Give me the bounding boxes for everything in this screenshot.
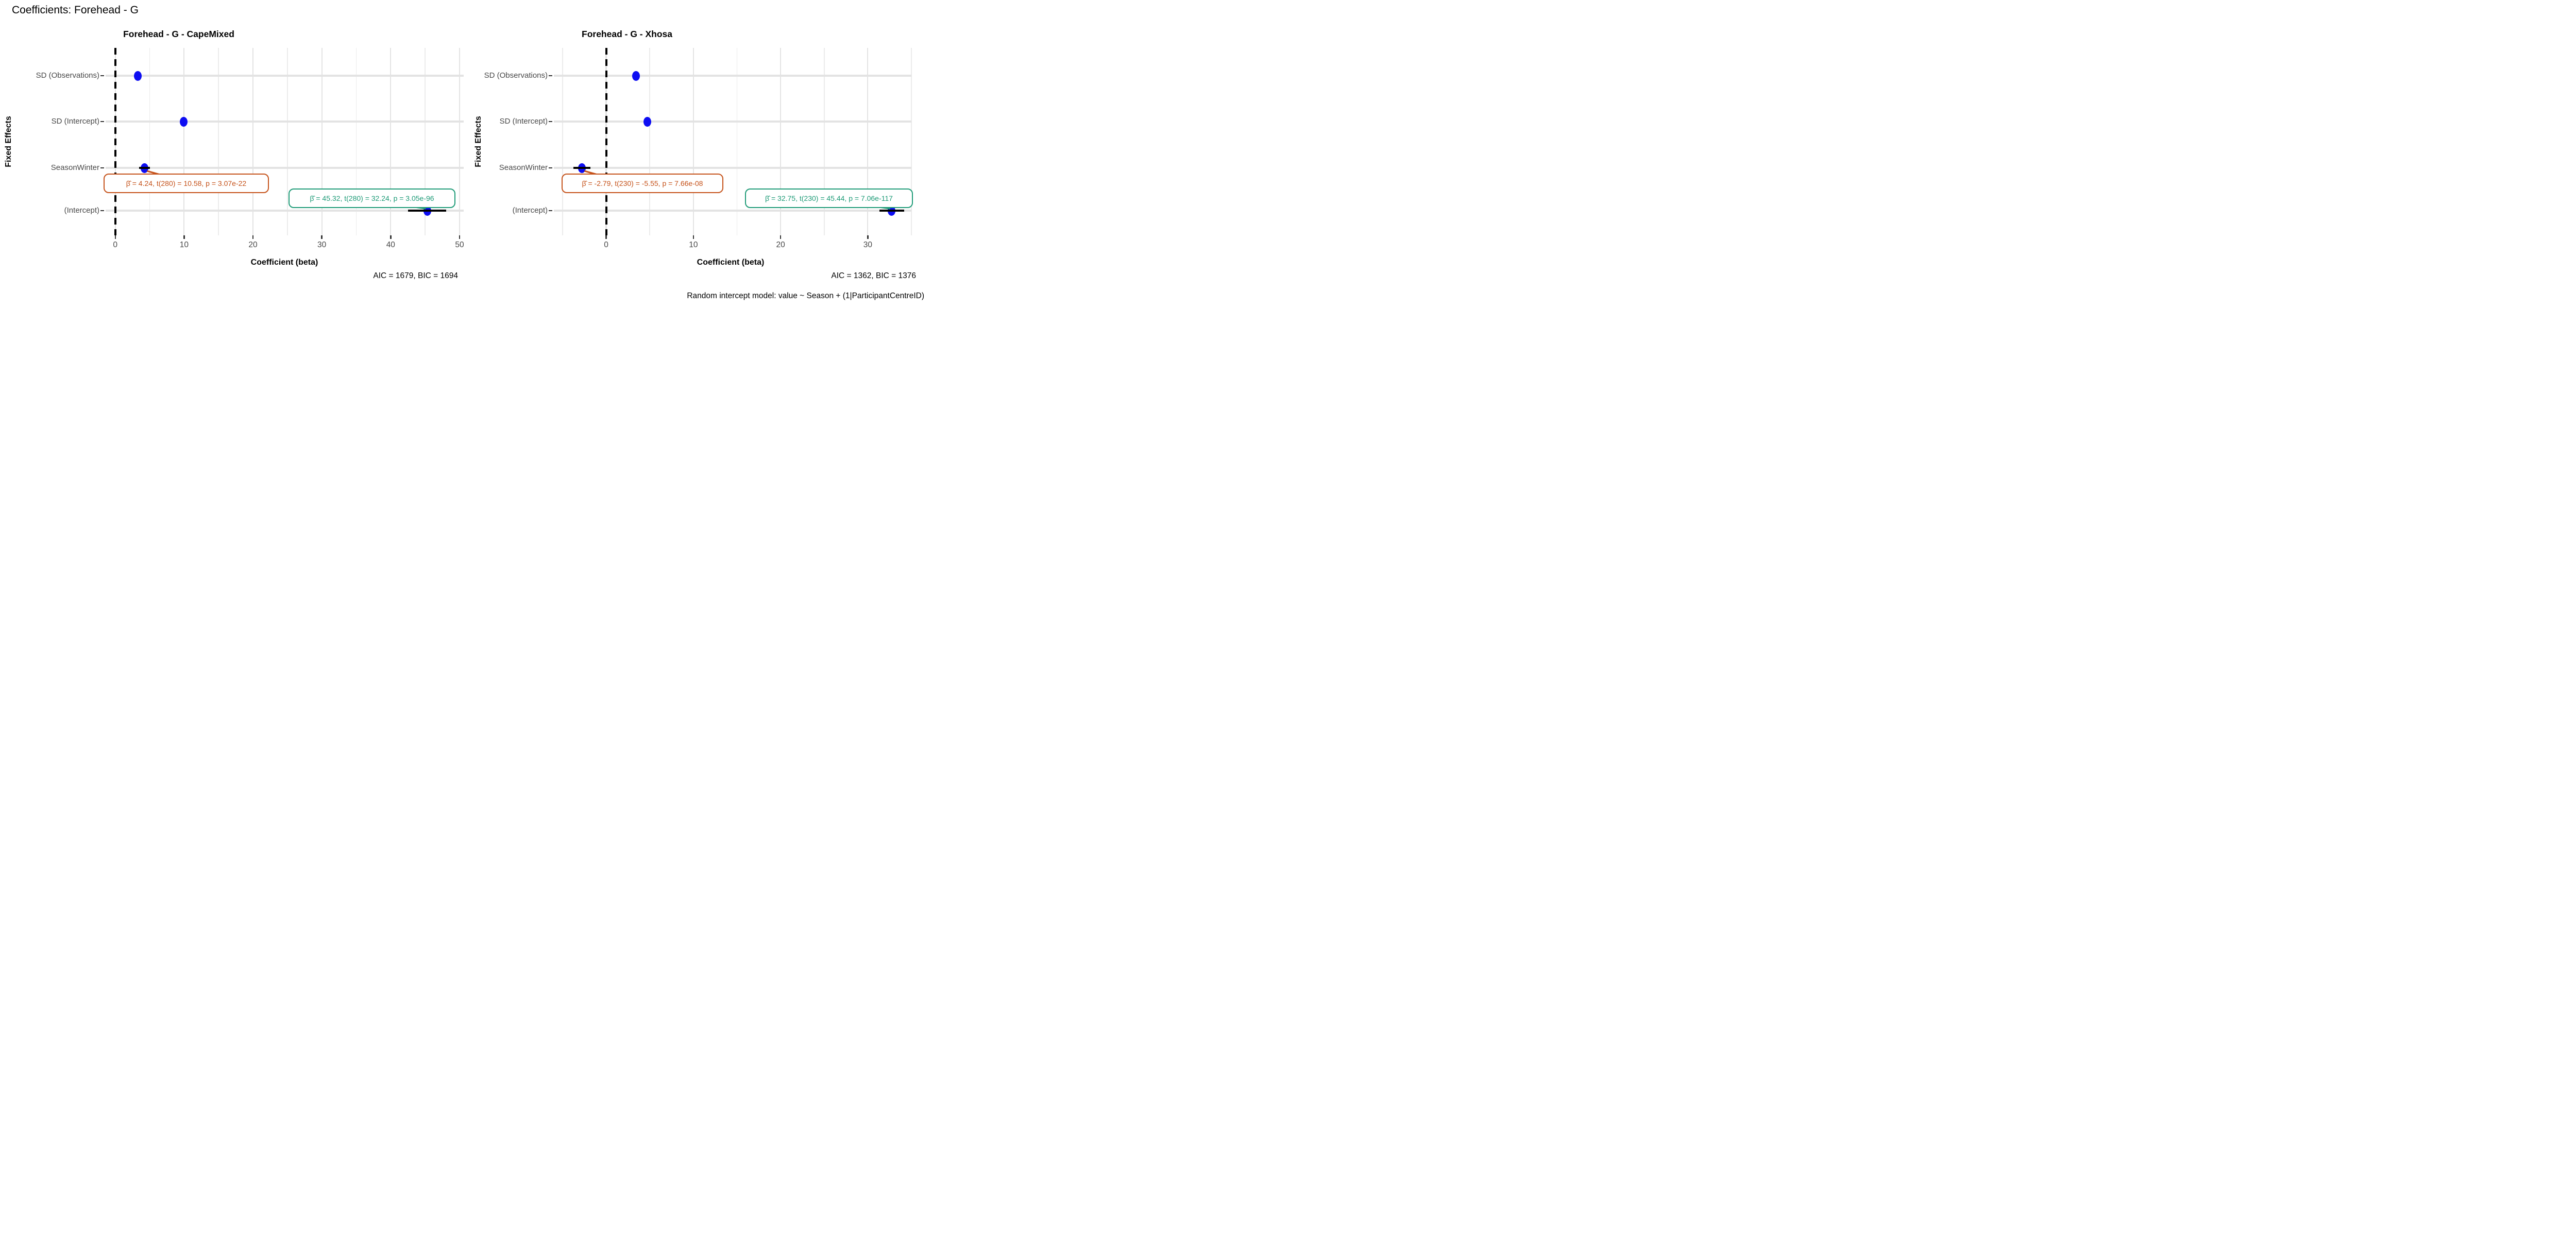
gridline-major	[183, 48, 185, 235]
gridline-row	[554, 75, 911, 77]
y-axis-label: SD (Intercept)	[51, 117, 99, 126]
x-tick-label: 0	[113, 241, 118, 249]
x-axis-title-left: Coefficient (beta)	[250, 258, 318, 267]
gridline-major	[867, 48, 869, 235]
gridline-row	[106, 75, 464, 77]
gridline-major	[779, 48, 782, 235]
y-axis-label: SD (Intercept)	[499, 117, 548, 126]
annotation-box: β̂ = 45.32, t(280) = 32.24, p = 3.05e-96	[289, 188, 455, 208]
x-tick-label: 30	[317, 241, 327, 249]
annotation-box: β̂ = 32.75, t(230) = 45.44, p = 7.06e-11…	[745, 188, 913, 208]
y-axis-tick	[100, 75, 104, 77]
y-axis-label: SD (Observations)	[484, 71, 548, 80]
y-axis-tick	[100, 210, 104, 212]
gridline-minor	[649, 48, 650, 235]
gridline-major	[459, 48, 461, 235]
gridline-row	[554, 167, 911, 169]
x-tick-label: 10	[179, 241, 189, 249]
error-bar	[139, 167, 150, 169]
gridline-minor	[149, 48, 150, 235]
annotation-box: β̂ = 4.24, t(280) = 10.58, p = 3.07e-22	[104, 174, 269, 193]
x-axis-tick	[321, 235, 323, 239]
figure-title: Coefficients: Forehead - G	[12, 4, 139, 16]
gridline-minor	[287, 48, 288, 235]
error-bar	[879, 210, 904, 212]
gridline-minor	[355, 48, 357, 235]
caption-aic-left: AIC = 1679, BIC = 1694	[373, 271, 458, 280]
x-tick-label: 20	[248, 241, 258, 249]
y-axis-label: (Intercept)	[64, 206, 99, 215]
x-axis-tick	[114, 235, 116, 239]
gridline-major	[252, 48, 254, 235]
gridline-major	[390, 48, 392, 235]
point-estimate	[134, 71, 142, 81]
zero-reference-line	[114, 48, 116, 235]
y-axis-tick	[549, 75, 552, 77]
gridline-row	[106, 210, 464, 212]
x-tick-label: 10	[689, 241, 698, 249]
y-axis-tick	[100, 121, 104, 123]
y-axis-tick	[549, 167, 552, 169]
x-axis-title-right: Coefficient (beta)	[697, 258, 765, 267]
x-tick-label: 50	[455, 241, 464, 249]
gridline-row	[106, 121, 464, 123]
gridline-minor	[911, 48, 912, 235]
x-axis-tick	[867, 235, 869, 239]
y-axis-label: SeasonWinter	[499, 163, 548, 172]
x-tick-label: 40	[386, 241, 395, 249]
y-axis-label: (Intercept)	[512, 206, 548, 215]
chart-area: 0 10 20 30 40 50 SD (Observations) SD (Intercep…	[0, 0, 927, 309]
x-tick-label: 20	[776, 241, 785, 249]
gridline-minor	[823, 48, 825, 235]
y-axis-tick	[549, 121, 552, 123]
gridline-minor	[736, 48, 738, 235]
figure: Coefficients: Forehead - G Forehead - G …	[0, 0, 927, 309]
model-footnote: Random intercept model: value ~ Season +…	[687, 291, 924, 300]
x-tick-label: 30	[863, 241, 872, 249]
x-tick-label: 0	[604, 241, 608, 249]
gridline-row	[554, 121, 911, 123]
x-axis-tick	[605, 235, 607, 239]
x-axis-tick	[252, 235, 254, 239]
y-axis-label: SD (Observations)	[36, 71, 99, 80]
y-axis-tick	[549, 210, 552, 212]
panel-title-capemixed: Forehead - G - CapeMixed	[123, 29, 234, 39]
x-axis-tick	[779, 235, 782, 239]
y-axis-tick	[100, 167, 104, 169]
x-axis-tick	[692, 235, 694, 239]
error-bar	[408, 210, 447, 212]
y-axis-label: SeasonWinter	[50, 163, 99, 172]
x-axis-tick	[459, 235, 461, 239]
error-bar	[573, 167, 591, 169]
gridline-minor	[562, 48, 563, 235]
point-estimate	[180, 116, 188, 127]
annotation-box: β̂ = -2.79, t(230) = -5.55, p = 7.66e-08	[562, 174, 723, 193]
gridline-major	[692, 48, 694, 235]
x-axis-tick	[390, 235, 392, 239]
gridline-minor	[218, 48, 219, 235]
zero-reference-line	[605, 48, 607, 235]
gridline-row	[106, 167, 464, 169]
x-axis-tick	[183, 235, 185, 239]
caption-aic-right: AIC = 1362, BIC = 1376	[831, 271, 916, 280]
gridline-minor	[425, 48, 426, 235]
panel-title-xhosa: Forehead - G - Xhosa	[582, 29, 672, 39]
gridline-major	[321, 48, 323, 235]
point-estimate	[632, 71, 640, 81]
gridline-row	[554, 210, 911, 212]
point-estimate	[643, 116, 651, 127]
